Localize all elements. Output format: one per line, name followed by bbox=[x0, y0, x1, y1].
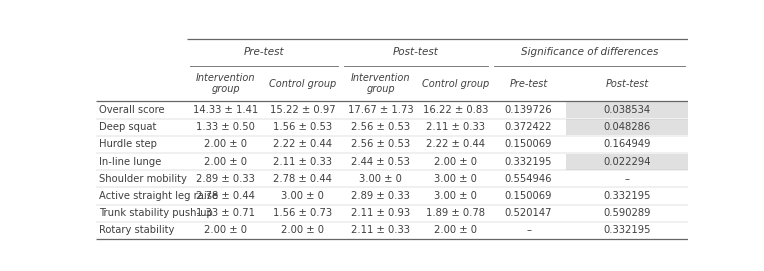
Text: 0.332195: 0.332195 bbox=[603, 191, 651, 201]
Text: 2.11 ± 0.33: 2.11 ± 0.33 bbox=[351, 225, 410, 235]
Text: 14.33 ± 1.41: 14.33 ± 1.41 bbox=[193, 105, 258, 115]
Text: 0.150069: 0.150069 bbox=[505, 139, 552, 149]
Text: Trunk stability push-up: Trunk stability push-up bbox=[99, 208, 213, 218]
Text: 1.33 ± 0.71: 1.33 ± 0.71 bbox=[196, 208, 255, 218]
Text: 2.78 ± 0.44: 2.78 ± 0.44 bbox=[274, 174, 332, 184]
Text: 2.22 ± 0.44: 2.22 ± 0.44 bbox=[274, 139, 332, 149]
Bar bbox=[566, 102, 688, 118]
Text: 2.56 ± 0.53: 2.56 ± 0.53 bbox=[351, 139, 410, 149]
Text: 0.164949: 0.164949 bbox=[603, 139, 651, 149]
Text: 3.00 ± 0: 3.00 ± 0 bbox=[434, 191, 477, 201]
Text: 2.56 ± 0.53: 2.56 ± 0.53 bbox=[351, 122, 410, 132]
Text: Significance of differences: Significance of differences bbox=[520, 47, 658, 57]
Text: Deep squat: Deep squat bbox=[99, 122, 157, 132]
Text: 0.554946: 0.554946 bbox=[505, 174, 552, 184]
Text: 2.00 ± 0: 2.00 ± 0 bbox=[281, 225, 324, 235]
Text: 2.00 ± 0: 2.00 ± 0 bbox=[434, 225, 477, 235]
Text: 2.11 ± 0.93: 2.11 ± 0.93 bbox=[351, 208, 410, 218]
Text: 16.22 ± 0.83: 16.22 ± 0.83 bbox=[422, 105, 488, 115]
Text: –: – bbox=[624, 174, 630, 184]
Text: 15.22 ± 0.97: 15.22 ± 0.97 bbox=[270, 105, 335, 115]
Text: Hurdle step: Hurdle step bbox=[99, 139, 157, 149]
Text: Control group: Control group bbox=[269, 79, 336, 89]
Text: 0.150069: 0.150069 bbox=[505, 191, 552, 201]
Text: Post-test: Post-test bbox=[393, 47, 439, 57]
Bar bbox=[566, 119, 688, 135]
Text: 1.56 ± 0.73: 1.56 ± 0.73 bbox=[274, 208, 332, 218]
Text: 0.332195: 0.332195 bbox=[505, 157, 552, 167]
Text: 2.11 ± 0.33: 2.11 ± 0.33 bbox=[274, 157, 332, 167]
Text: 3.00 ± 0: 3.00 ± 0 bbox=[359, 174, 402, 184]
Text: Overall score: Overall score bbox=[99, 105, 165, 115]
Text: 0.139726: 0.139726 bbox=[505, 105, 552, 115]
Text: 17.67 ± 1.73: 17.67 ± 1.73 bbox=[348, 105, 413, 115]
Text: 0.372422: 0.372422 bbox=[505, 122, 552, 132]
Text: Pre-test: Pre-test bbox=[244, 47, 284, 57]
Text: Shoulder mobility: Shoulder mobility bbox=[99, 174, 187, 184]
Text: 2.00 ± 0: 2.00 ± 0 bbox=[204, 225, 248, 235]
Text: 0.332195: 0.332195 bbox=[603, 225, 651, 235]
Text: 2.00 ± 0: 2.00 ± 0 bbox=[204, 157, 248, 167]
Bar bbox=[566, 154, 688, 170]
Text: 3.00 ± 0: 3.00 ± 0 bbox=[281, 191, 324, 201]
Text: 2.44 ± 0.53: 2.44 ± 0.53 bbox=[351, 157, 410, 167]
Text: 2.78 ± 0.44: 2.78 ± 0.44 bbox=[196, 191, 255, 201]
Text: 2.11 ± 0.33: 2.11 ± 0.33 bbox=[426, 122, 485, 132]
Text: 1.89 ± 0.78: 1.89 ± 0.78 bbox=[426, 208, 485, 218]
Text: 2.00 ± 0: 2.00 ± 0 bbox=[204, 139, 248, 149]
Text: 3.00 ± 0: 3.00 ± 0 bbox=[434, 174, 477, 184]
Text: 2.00 ± 0: 2.00 ± 0 bbox=[434, 157, 477, 167]
Text: Intervention
group: Intervention group bbox=[351, 73, 410, 94]
Text: Pre-test: Pre-test bbox=[510, 79, 548, 89]
Text: –: – bbox=[526, 225, 531, 235]
Text: Post-test: Post-test bbox=[605, 79, 649, 89]
Text: Intervention
group: Intervention group bbox=[196, 73, 255, 94]
Text: 2.89 ± 0.33: 2.89 ± 0.33 bbox=[196, 174, 255, 184]
Text: Control group: Control group bbox=[422, 79, 489, 89]
Text: 0.520147: 0.520147 bbox=[505, 208, 552, 218]
Text: 0.038534: 0.038534 bbox=[604, 105, 650, 115]
Text: 2.89 ± 0.33: 2.89 ± 0.33 bbox=[351, 191, 410, 201]
Text: 0.022294: 0.022294 bbox=[603, 157, 651, 167]
Text: Rotary stability: Rotary stability bbox=[99, 225, 174, 235]
Text: 2.22 ± 0.44: 2.22 ± 0.44 bbox=[426, 139, 485, 149]
Text: 0.048286: 0.048286 bbox=[604, 122, 650, 132]
Text: 1.33 ± 0.50: 1.33 ± 0.50 bbox=[196, 122, 255, 132]
Text: In-line lunge: In-line lunge bbox=[99, 157, 161, 167]
Text: 1.56 ± 0.53: 1.56 ± 0.53 bbox=[274, 122, 332, 132]
Text: Active straight leg raise: Active straight leg raise bbox=[99, 191, 219, 201]
Text: 0.590289: 0.590289 bbox=[603, 208, 651, 218]
